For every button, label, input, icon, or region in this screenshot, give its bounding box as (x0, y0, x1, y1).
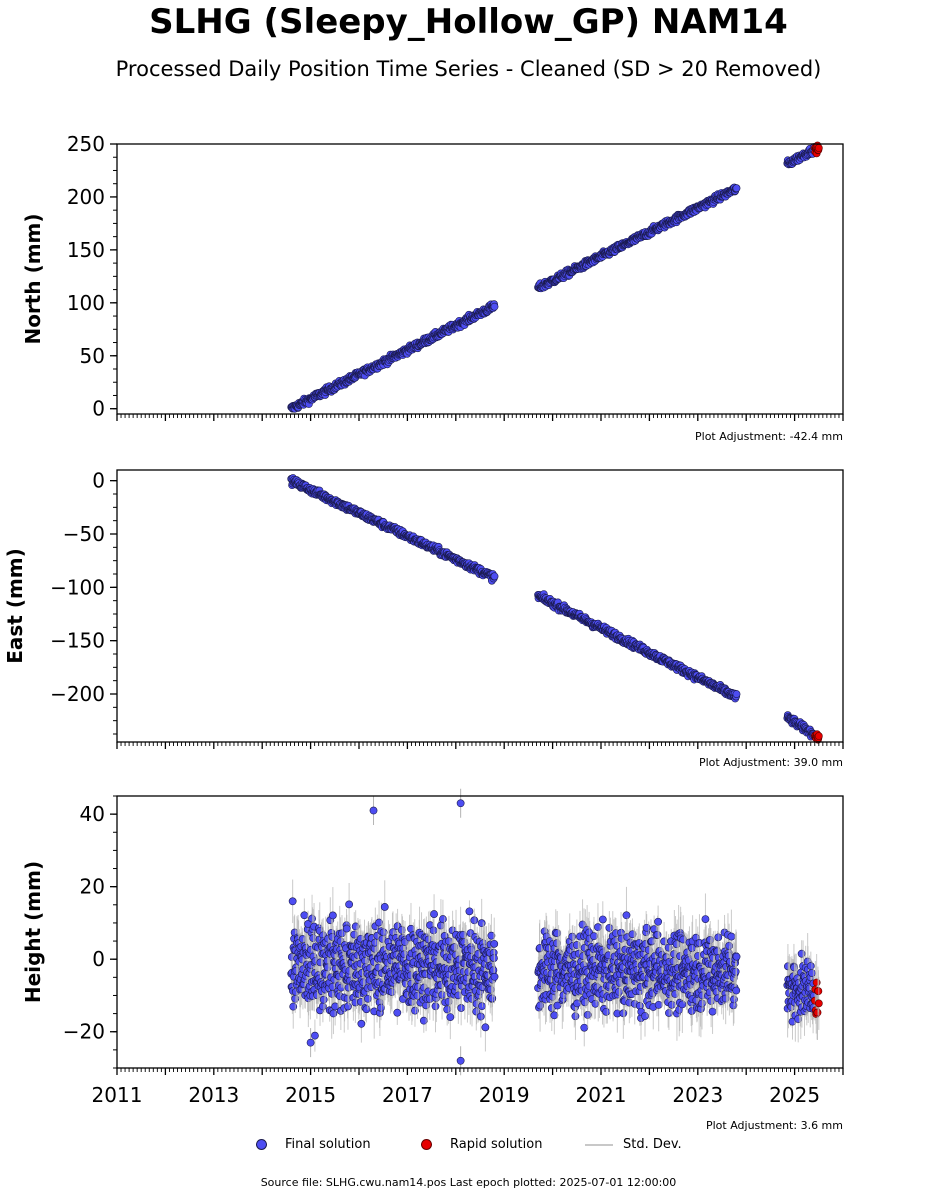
final-point (311, 1031, 319, 1040)
final-point (641, 1012, 649, 1020)
data-points (287, 474, 823, 744)
final-point (345, 900, 354, 909)
plot-adjustment: Plot Adjustment: -42.4 mm (695, 430, 843, 443)
final-point (678, 1000, 687, 1009)
y-tick-label: −100 (50, 575, 105, 599)
plot-adjustment: Plot Adjustment: 39.0 mm (699, 756, 843, 769)
rapid-point (814, 732, 823, 740)
final-point (553, 929, 562, 938)
final-point (598, 915, 607, 924)
final-point (364, 994, 372, 1003)
final-point (342, 924, 351, 933)
final-point (380, 903, 389, 911)
panel-2: 0 −50 −100 −150 −200 East (mm) Plot Adjustment… (3, 469, 844, 769)
final-point (316, 958, 325, 967)
final-point (642, 923, 651, 932)
panel-1: 0 50 100 150 200 250 North (mm) Plot Adjustment… (21, 132, 844, 443)
final-point (628, 930, 637, 939)
final-point (654, 917, 663, 926)
data-points (287, 788, 823, 1076)
rapid-point (814, 144, 823, 152)
final-point (362, 1005, 371, 1014)
y-tick-label: 50 (80, 344, 105, 368)
final-point (481, 1023, 490, 1032)
final-point (580, 1023, 589, 1032)
final-point (653, 930, 662, 939)
final-point (308, 914, 316, 923)
y-tick-label: −150 (50, 629, 105, 653)
y-tick-label: 100 (67, 291, 105, 315)
final-point (476, 1012, 485, 1021)
final-point (605, 923, 614, 932)
plots-canvas: 0 50 100 150 200 250 North (mm) Plot Adjustment… (3, 132, 844, 1132)
final-point (393, 1008, 402, 1017)
final-point (602, 1007, 611, 1016)
final-point (490, 939, 499, 948)
final-point (489, 966, 498, 975)
y-tick-label: 0 (92, 469, 105, 493)
y-tick-label: 250 (67, 132, 105, 156)
final-point (328, 911, 337, 920)
final-point (470, 916, 479, 925)
y-tick-label: −200 (50, 682, 105, 706)
final-point (732, 690, 741, 698)
final-point (289, 1002, 298, 1011)
y-tick-label: 150 (67, 238, 105, 262)
y-tick-label: 200 (67, 185, 105, 209)
final-point (490, 302, 499, 311)
final-point (300, 911, 309, 920)
final-point (439, 915, 447, 923)
chart-subtitle: Processed Daily Position Time Series - C… (115, 57, 822, 81)
y-axis-label: East (mm) (3, 548, 27, 664)
final-point (667, 1000, 676, 1009)
final-point (465, 907, 474, 916)
final-point (550, 1011, 559, 1020)
final-point (443, 1005, 452, 1014)
final-point (431, 1002, 440, 1011)
final-point (573, 999, 582, 1008)
final-point (446, 1013, 455, 1022)
y-tick-label: −50 (63, 522, 105, 546)
final-point (430, 910, 438, 918)
y-axis-label: North (mm) (21, 213, 45, 344)
final-point (622, 911, 631, 920)
final-point (654, 1000, 663, 1009)
final-point (477, 919, 486, 928)
final-point (357, 1019, 366, 1028)
final-point (478, 1002, 486, 1011)
final-point (732, 184, 741, 193)
final-point (490, 972, 499, 981)
y-tick-label: 0 (92, 397, 105, 421)
chart-title: SLHG (Sleepy_Hollow_GP) NAM14 (149, 2, 788, 42)
final-point (329, 1009, 338, 1018)
final-point (288, 897, 297, 906)
final-point (429, 926, 438, 935)
final-point (490, 572, 499, 581)
data-points (287, 141, 823, 413)
